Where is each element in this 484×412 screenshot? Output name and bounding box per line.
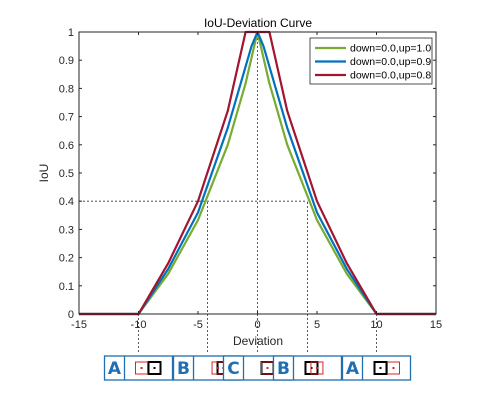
y-tick-label: 0.5: [59, 168, 74, 180]
illustration-letter: C: [227, 359, 239, 379]
prediction-center: [217, 367, 220, 369]
legend-label-0: down=0.0,up=1.0: [350, 43, 431, 55]
ground-truth-center: [379, 367, 382, 369]
y-tick-label: 0.9: [59, 55, 74, 67]
x-tick-label: -10: [131, 319, 147, 331]
prediction-box: [135, 361, 148, 375]
prediction-center: [140, 367, 143, 369]
y-tick-label: 0: [68, 309, 74, 321]
illustration-frame: [272, 355, 343, 381]
x-tick-label: -15: [71, 319, 87, 331]
prediction-box: [387, 361, 400, 375]
illustration-a-0: A: [103, 355, 174, 381]
y-tick-label: 0.3: [59, 224, 74, 236]
y-tick-label: 0.6: [59, 140, 74, 152]
y-tick-label: 0.1: [59, 281, 74, 293]
illustration-letter: A: [108, 359, 122, 379]
prediction-box: [310, 361, 324, 375]
ground-truth-box: [147, 361, 162, 375]
legend-label-1: down=0.0,up=0.9: [350, 56, 431, 68]
x-tick-label: 0: [254, 319, 260, 331]
x-tick-label: -5: [193, 319, 203, 331]
y-axis-label: IoU: [37, 164, 51, 183]
prediction-center: [392, 367, 395, 369]
illustration-letter: A: [346, 359, 360, 379]
y-tick-label: 0.8: [59, 83, 74, 95]
y-tick-label: 0.2: [59, 253, 74, 265]
x-ticks: -15 -10 -5 0 5 10 15: [71, 32, 442, 331]
y-tick-label: 0.7: [59, 112, 74, 124]
chart-title: IoU-Deviation Curve: [204, 16, 312, 30]
illustration-b-3: B: [272, 355, 343, 381]
ground-truth-center: [310, 367, 313, 369]
y-tick-label: 1: [68, 27, 74, 39]
y-ticks: 0 0.1 0.2 0.3 0.4 0.5 0.6 0.7 0.8 0.9 1: [59, 27, 436, 321]
x-tick-label: 10: [370, 319, 382, 331]
illustration-a-4: A: [341, 355, 412, 381]
prediction-center: [315, 367, 318, 369]
ground-truth-center: [153, 367, 156, 369]
x-axis-label: Deviation: [233, 334, 283, 348]
illustration-letter: B: [177, 359, 190, 379]
legend-label-2: down=0.0,up=0.8: [350, 70, 431, 82]
x-tick-label: 5: [314, 319, 320, 331]
ground-truth-box: [373, 361, 388, 375]
illustration-letter: B: [277, 359, 290, 379]
x-tick-label: 15: [430, 319, 442, 331]
prediction-center: [266, 367, 269, 369]
y-tick-label: 0.4: [59, 196, 74, 208]
